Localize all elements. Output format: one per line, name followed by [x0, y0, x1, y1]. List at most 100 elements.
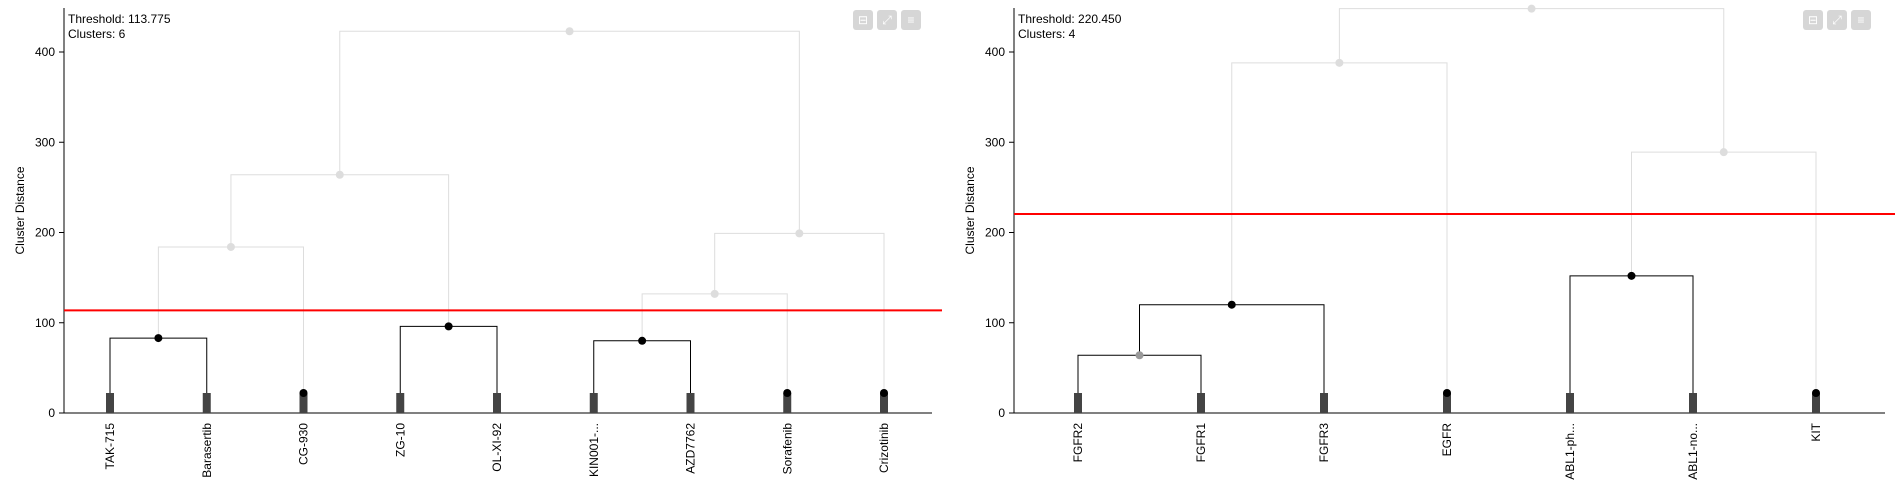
leaf-label: Crizotinib: [877, 423, 891, 473]
menu-icon: ≡: [1857, 13, 1865, 27]
leaf-label: ABL1-ph...: [1563, 423, 1577, 480]
dendrogram-link: [1231, 62, 1448, 393]
leaf-label: Barasertib: [200, 423, 214, 478]
dendrogram-node: [444, 322, 453, 331]
dendrogram-node: [1627, 271, 1636, 280]
leaf-label: OL-XI-92: [490, 423, 504, 472]
dendrogram-link: [593, 340, 691, 393]
dendrogram-link: [230, 174, 450, 327]
leaf-label: FGFR2: [1071, 423, 1085, 463]
leaf-bar: [1566, 393, 1574, 413]
threshold-readout: Threshold: 113.775: [68, 12, 171, 26]
expand-button[interactable]: ⤢: [877, 10, 897, 30]
dendrogram-link: [714, 232, 885, 393]
leaf-bar: [106, 393, 114, 413]
chart-info: Threshold: 220.450 Clusters: 4: [1018, 12, 1121, 42]
collapse-icon: ⊟: [1807, 13, 1819, 27]
dendrogram-node: [795, 229, 804, 238]
cluster-node: [299, 389, 308, 397]
dendrogram-link: [641, 293, 788, 393]
clusters-readout: Clusters: 4: [1018, 27, 1076, 41]
leaf-bar: [1443, 393, 1451, 413]
dendrogram-panel-right: 0 100 200 300 400 Cluster Distance FGFR2 FGFR1 F…: [950, 0, 1900, 490]
leaf-bar: [783, 393, 792, 413]
leaf-bar: [1689, 393, 1697, 413]
dendrogram-node: [1335, 58, 1344, 67]
dendrogram-node: [1135, 351, 1144, 360]
leaf-bar: [589, 393, 598, 413]
expand-icon: ⤢: [882, 12, 892, 27]
dendrogram-link: [1338, 8, 1725, 153]
y-tick-label: 300: [985, 135, 1005, 149]
y-tick-label: 100: [985, 316, 1005, 330]
expand-button[interactable]: ⤢: [1827, 10, 1847, 30]
dendrogram-node: [710, 289, 719, 298]
leaf-bar: [1320, 393, 1328, 413]
collapse-button[interactable]: ⊟: [1803, 10, 1823, 30]
dendrogram-node: [565, 27, 574, 36]
dendrogram-link: [1139, 304, 1325, 393]
collapse-icon: ⊟: [857, 13, 869, 27]
cluster-node: [783, 389, 792, 397]
leaf-bar: [396, 393, 405, 413]
chart-info: Threshold: 113.775 Clusters: 6: [68, 12, 171, 42]
leaf-bar: [493, 393, 501, 413]
y-tick-label: 0: [998, 406, 1005, 420]
leaf-label: FGFR1: [1194, 423, 1208, 463]
dendrogram-node: [1719, 148, 1728, 157]
dendrogram-link: [1631, 151, 1817, 393]
leaf-bar: [1812, 393, 1820, 413]
expand-icon: ⤢: [1832, 12, 1842, 27]
cluster-node: [1812, 389, 1820, 397]
dendrogram-node: [1527, 4, 1536, 13]
cluster-node: [880, 389, 888, 397]
dendrogram-node: [154, 334, 163, 343]
y-tick-label: 300: [35, 135, 55, 149]
leaf-label: ZG-10: [393, 423, 407, 457]
leaf-bar: [880, 393, 888, 413]
leaf-bar: [299, 393, 308, 413]
y-tick-label: 0: [48, 406, 55, 420]
dendrogram-node: [226, 242, 235, 251]
dendrogram-node: [638, 336, 647, 345]
leaf-label: KIT: [1809, 422, 1823, 441]
collapse-button[interactable]: ⊟: [853, 10, 873, 30]
leaf-label: ABL1-no...: [1686, 423, 1700, 480]
y-axis-title: Cluster Distance: [963, 166, 977, 254]
leaf-label: EGFR: [1440, 423, 1454, 457]
leaf-bar: [202, 393, 211, 413]
dendrogram-panel-left: 0 100 200 300 400 Cluster Distance TAK-715 Bara…: [13, 8, 942, 478]
leaf-bar: [686, 393, 695, 413]
leaf-bar: [1197, 393, 1205, 413]
dendrogram-link: [1077, 354, 1202, 393]
leaf-label: KIN001-...: [587, 423, 601, 477]
clusters-readout: Clusters: 6: [68, 27, 126, 41]
y-tick-label: 200: [35, 226, 55, 240]
dendrogram-link: [109, 337, 208, 393]
menu-button[interactable]: ≡: [901, 10, 921, 30]
chart-toolbar: ⊟ ⤢ ≡: [853, 10, 921, 30]
dendrogram-link: [157, 246, 304, 393]
y-axis-title: Cluster Distance: [13, 166, 27, 254]
y-tick-label: 400: [35, 45, 55, 59]
dendrogram-node: [335, 170, 344, 179]
y-tick-label: 200: [985, 226, 1005, 240]
chart-toolbar: ⊟ ⤢ ≡: [1803, 10, 1871, 30]
leaf-label: Sorafenib: [780, 423, 794, 475]
y-tick-label: 100: [35, 316, 55, 330]
leaf-label: FGFR3: [1317, 423, 1331, 463]
y-tick-label: 400: [985, 45, 1005, 59]
dendrogram-link: [1569, 275, 1694, 393]
threshold-readout: Threshold: 220.450: [1018, 12, 1122, 26]
cluster-node: [1443, 389, 1451, 397]
leaf-bar: [1074, 393, 1082, 413]
dendrogram-chart-left: 0 100 200 300 400 Cluster Distance TAK-715 Bara…: [13, 8, 942, 478]
dendrogram-node: [1227, 300, 1236, 309]
menu-icon: ≡: [907, 13, 915, 27]
dendrogram-link: [399, 325, 498, 393]
leaf-label: CG-930: [297, 423, 311, 465]
dendrogram-chart-right: 0 100 200 300 400 Cluster Distance FGFR2 FGFR1 F…: [963, 4, 1895, 480]
dendrogram-link: [339, 30, 800, 234]
menu-button[interactable]: ≡: [1851, 10, 1871, 30]
leaf-label: AZD7762: [684, 423, 698, 474]
